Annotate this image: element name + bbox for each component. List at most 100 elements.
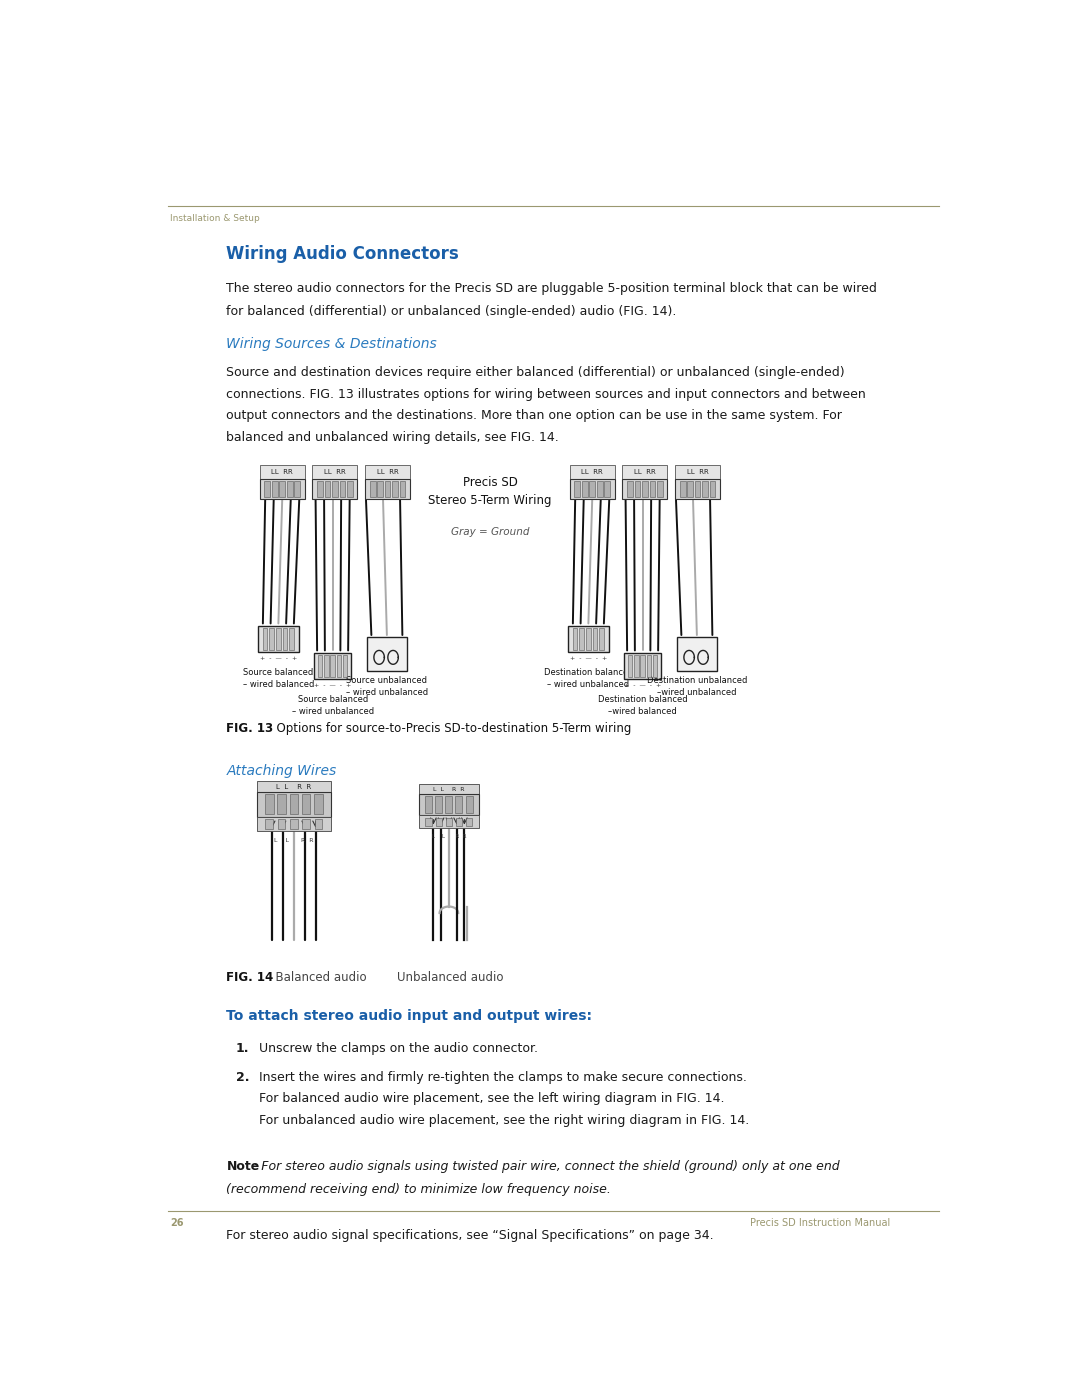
Bar xyxy=(579,629,584,650)
Text: Wiring Sources & Destinations: Wiring Sources & Destinations xyxy=(227,337,437,351)
Text: 2.: 2. xyxy=(235,1071,249,1084)
Bar xyxy=(419,816,480,827)
Bar xyxy=(590,481,595,497)
Text: Destination balanced
–wired balanced: Destination balanced –wired balanced xyxy=(598,696,688,715)
Bar xyxy=(265,795,273,814)
Bar xyxy=(456,817,462,826)
Bar xyxy=(627,481,633,497)
Bar xyxy=(278,795,286,814)
Text: Unbalanced audio: Unbalanced audio xyxy=(397,971,503,983)
Bar xyxy=(280,481,285,497)
Bar xyxy=(622,465,667,479)
Bar xyxy=(629,655,633,676)
Bar xyxy=(605,481,610,497)
Text: FIG. 13: FIG. 13 xyxy=(227,722,273,735)
Bar xyxy=(365,465,410,479)
Bar xyxy=(675,465,720,479)
Bar xyxy=(347,481,353,497)
Text: To attach stereo audio input and output wires:: To attach stereo audio input and output … xyxy=(227,1009,593,1023)
Text: : For stereo audio signals using twisted pair wire, connect the shield (ground) : : For stereo audio signals using twisted… xyxy=(253,1160,839,1173)
Text: output connectors and the destinations. More than one option can be use in the s: output connectors and the destinations. … xyxy=(227,409,842,422)
Text: Balanced audio: Balanced audio xyxy=(268,971,367,983)
Bar xyxy=(283,629,287,650)
Text: Note: Note xyxy=(227,1160,259,1173)
Bar xyxy=(333,481,338,497)
Bar xyxy=(324,655,328,676)
Bar xyxy=(392,481,399,497)
Bar xyxy=(318,481,323,497)
Bar xyxy=(635,481,640,497)
Text: Unscrew the clamps on the audio connector.: Unscrew the clamps on the audio connecto… xyxy=(259,1042,538,1055)
Bar xyxy=(260,465,305,479)
Bar xyxy=(302,819,310,828)
Bar xyxy=(339,481,346,497)
Bar xyxy=(446,817,453,826)
Bar xyxy=(400,481,405,497)
Bar xyxy=(435,817,442,826)
Bar xyxy=(330,655,335,676)
Text: L    L      R  R: L L R R xyxy=(274,838,313,842)
Bar xyxy=(694,481,701,497)
Bar xyxy=(643,481,648,497)
Bar xyxy=(586,629,591,650)
Text: Options for source-to-Precis SD-to-destination 5-Term wiring: Options for source-to-Precis SD-to-desti… xyxy=(269,722,632,735)
Bar xyxy=(675,479,720,499)
Bar xyxy=(287,481,293,497)
Bar xyxy=(365,479,410,499)
Bar xyxy=(289,629,294,650)
Text: LL  RR: LL RR xyxy=(377,469,399,475)
Text: Precis SD Instruction Manual: Precis SD Instruction Manual xyxy=(751,1218,891,1228)
Bar xyxy=(257,792,330,817)
Text: LL  RR: LL RR xyxy=(581,469,603,475)
Bar xyxy=(265,481,270,497)
Bar xyxy=(257,817,330,831)
Text: LL  RR: LL RR xyxy=(687,469,708,475)
Bar xyxy=(624,652,661,679)
Bar xyxy=(278,819,285,828)
Bar xyxy=(465,795,473,813)
Bar xyxy=(572,629,578,650)
Text: L  L    R  R: L L R R xyxy=(276,784,311,789)
Bar xyxy=(679,481,686,497)
Bar xyxy=(435,795,443,813)
Bar xyxy=(272,481,278,497)
Text: L  L    R  R: L L R R xyxy=(433,787,464,792)
Text: Installation & Setup: Installation & Setup xyxy=(170,214,259,224)
Bar xyxy=(445,795,453,813)
Bar xyxy=(622,479,667,499)
Bar xyxy=(419,793,480,816)
Bar xyxy=(262,629,267,650)
Text: Gray = Ground: Gray = Ground xyxy=(450,527,529,538)
Text: Source and destination devices require either balanced (differential) or unbalan: Source and destination devices require e… xyxy=(227,366,845,380)
Bar xyxy=(677,637,717,671)
Text: (recommend receiving end) to minimize low frequency noise.: (recommend receiving end) to minimize lo… xyxy=(227,1183,611,1196)
Text: LL  RR: LL RR xyxy=(324,469,346,475)
Bar xyxy=(289,795,298,814)
Bar xyxy=(426,795,432,813)
Bar xyxy=(568,626,608,652)
Bar xyxy=(295,481,300,497)
Bar xyxy=(657,481,663,497)
Bar xyxy=(276,629,281,650)
Text: 26: 26 xyxy=(170,1218,184,1228)
Text: Wiring Audio Connectors: Wiring Audio Connectors xyxy=(227,244,459,263)
Bar xyxy=(456,795,462,813)
Bar xyxy=(314,652,351,679)
Bar xyxy=(649,481,656,497)
Bar xyxy=(687,481,693,497)
Bar xyxy=(269,629,274,650)
Text: connections. FIG. 13 illustrates options for wiring between sources and input co: connections. FIG. 13 illustrates options… xyxy=(227,388,866,401)
Bar xyxy=(593,629,597,650)
Bar xyxy=(465,817,472,826)
Bar xyxy=(582,481,588,497)
Text: The stereo audio connectors for the Precis SD are pluggable 5-position terminal : The stereo audio connectors for the Prec… xyxy=(227,282,877,295)
Bar xyxy=(384,481,391,497)
Text: +  -  —  -  +: + - — - + xyxy=(624,683,661,687)
Text: LL  RR: LL RR xyxy=(271,469,293,475)
Bar xyxy=(337,655,341,676)
Text: For stereo audio signal specifications, see “Signal Specifications” on page 34.: For stereo audio signal specifications, … xyxy=(227,1229,714,1242)
Bar xyxy=(570,479,615,499)
Bar xyxy=(419,784,480,793)
Bar xyxy=(710,481,715,497)
Bar xyxy=(367,637,407,671)
